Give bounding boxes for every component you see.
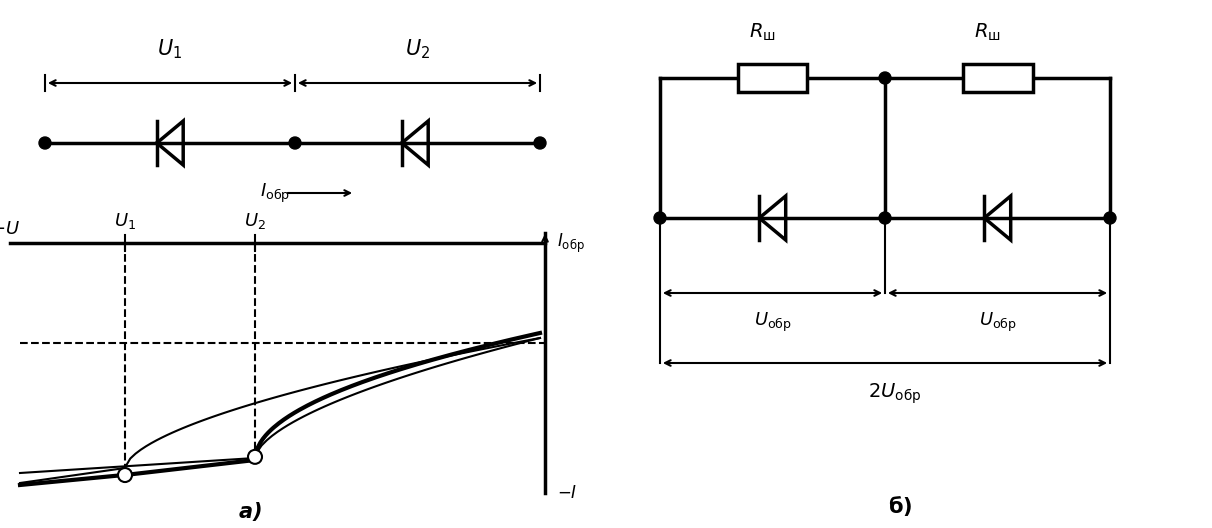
Circle shape bbox=[248, 450, 262, 464]
Text: $U_{\rm обр}$: $U_{\rm обр}$ bbox=[754, 311, 791, 334]
Circle shape bbox=[534, 137, 545, 149]
Text: $U_{\rm обр}$: $U_{\rm обр}$ bbox=[978, 311, 1017, 334]
Text: $2U_{\rm обр}$: $2U_{\rm обр}$ bbox=[868, 381, 921, 406]
Text: $\bfit{a)}$: $\bfit{a)}$ bbox=[239, 500, 262, 523]
Text: $-U$: $-U$ bbox=[0, 220, 19, 238]
Circle shape bbox=[39, 137, 51, 149]
Circle shape bbox=[879, 72, 891, 84]
Circle shape bbox=[879, 212, 891, 224]
Circle shape bbox=[1104, 212, 1116, 224]
Text: $U_2$: $U_2$ bbox=[405, 37, 430, 61]
Text: $I_{\rm обр}$: $I_{\rm обр}$ bbox=[558, 231, 585, 254]
Circle shape bbox=[288, 137, 301, 149]
Circle shape bbox=[654, 212, 667, 224]
Text: $U_1$: $U_1$ bbox=[114, 211, 136, 231]
Bar bbox=[962, 64, 1033, 92]
Circle shape bbox=[118, 468, 132, 482]
Text: $R_{\rm ш}$: $R_{\rm ш}$ bbox=[974, 22, 1001, 43]
Text: $U_1$: $U_1$ bbox=[158, 37, 183, 61]
Text: $I_{\rm обр}$: $I_{\rm обр}$ bbox=[261, 182, 290, 205]
Bar bbox=[737, 64, 807, 92]
Text: $-I$: $-I$ bbox=[558, 484, 577, 502]
Text: $R_{\rm ш}$: $R_{\rm ш}$ bbox=[749, 22, 776, 43]
Text: $\bfit{\bfб)}$: $\bfit{\bfб)}$ bbox=[888, 494, 913, 518]
Text: $U_2$: $U_2$ bbox=[244, 211, 265, 231]
